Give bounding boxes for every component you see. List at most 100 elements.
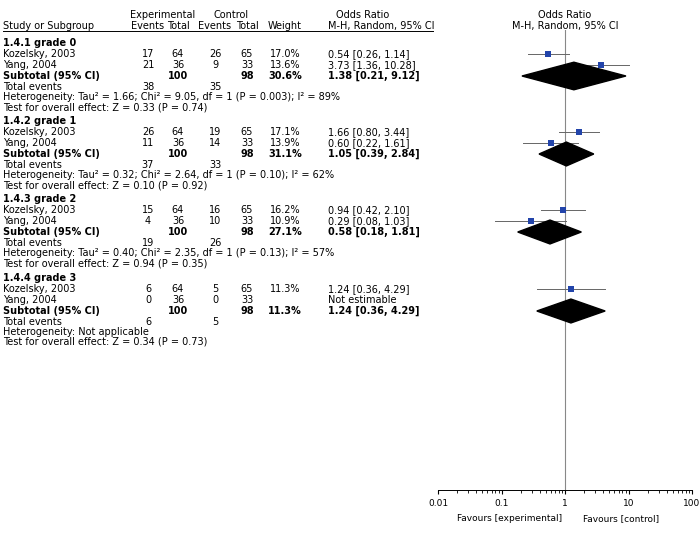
- Text: 33: 33: [241, 138, 253, 148]
- Polygon shape: [518, 220, 582, 244]
- Text: Total events: Total events: [3, 317, 62, 327]
- Text: Total events: Total events: [3, 160, 62, 170]
- Text: 13.9%: 13.9%: [270, 138, 300, 148]
- Text: 98: 98: [240, 227, 254, 237]
- Text: 17.0%: 17.0%: [270, 49, 300, 59]
- Text: Study or Subgroup: Study or Subgroup: [3, 21, 94, 31]
- Text: 33: 33: [209, 160, 221, 170]
- Text: 0.29 [0.08, 1.03]: 0.29 [0.08, 1.03]: [328, 216, 409, 226]
- Text: Yang, 2004: Yang, 2004: [3, 60, 57, 70]
- Text: 37: 37: [142, 160, 154, 170]
- Text: 6: 6: [145, 284, 151, 294]
- Text: Test for overall effect: Z = 0.10 (P = 0.92): Test for overall effect: Z = 0.10 (P = 0…: [3, 180, 207, 190]
- Text: 1.24 [0.36, 4.29]: 1.24 [0.36, 4.29]: [328, 306, 419, 316]
- Text: Favours [experimental]: Favours [experimental]: [456, 514, 561, 523]
- Text: Heterogeneity: Tau² = 1.66; Chi² = 9.05, df = 1 (P = 0.003); I² = 89%: Heterogeneity: Tau² = 1.66; Chi² = 9.05,…: [3, 92, 340, 102]
- Text: 16: 16: [209, 205, 221, 215]
- Text: 31.1%: 31.1%: [268, 149, 302, 159]
- Text: Yang, 2004: Yang, 2004: [3, 295, 57, 305]
- Text: Yang, 2004: Yang, 2004: [3, 138, 57, 148]
- Text: 27.1%: 27.1%: [268, 227, 302, 237]
- Text: 0.94 [0.42, 2.10]: 0.94 [0.42, 2.10]: [328, 205, 409, 215]
- Text: 98: 98: [240, 149, 254, 159]
- Text: Heterogeneity: Not applicable: Heterogeneity: Not applicable: [3, 327, 149, 337]
- Text: 33: 33: [241, 216, 253, 226]
- Text: 65: 65: [241, 284, 253, 294]
- Text: Odds Ratio: Odds Ratio: [337, 10, 390, 20]
- Text: 64: 64: [172, 127, 184, 137]
- Text: 0.60 [0.22, 1.61]: 0.60 [0.22, 1.61]: [328, 138, 409, 148]
- Text: Total events: Total events: [3, 238, 62, 248]
- Text: 11: 11: [142, 138, 154, 148]
- Text: 26: 26: [142, 127, 154, 137]
- Text: 65: 65: [241, 205, 253, 215]
- Polygon shape: [522, 62, 626, 90]
- Text: 14: 14: [209, 138, 221, 148]
- Text: 0: 0: [212, 295, 218, 305]
- Text: Yang, 2004: Yang, 2004: [3, 216, 57, 226]
- Text: 64: 64: [172, 205, 184, 215]
- Text: Weight: Weight: [268, 21, 302, 31]
- Text: Odds Ratio: Odds Ratio: [538, 10, 592, 20]
- Text: 3.73 [1.36, 10.28]: 3.73 [1.36, 10.28]: [328, 60, 416, 70]
- Text: 0.54 [0.26, 1.14]: 0.54 [0.26, 1.14]: [328, 49, 409, 59]
- Text: Total: Total: [167, 21, 190, 31]
- Text: 98: 98: [240, 71, 254, 81]
- Text: 11.3%: 11.3%: [268, 306, 302, 316]
- Text: 15: 15: [142, 205, 154, 215]
- Text: Test for overall effect: Z = 0.34 (P = 0.73): Test for overall effect: Z = 0.34 (P = 0…: [3, 337, 207, 347]
- Text: 26: 26: [209, 238, 221, 248]
- Polygon shape: [539, 142, 594, 166]
- Text: 30.6%: 30.6%: [268, 71, 302, 81]
- Text: 17.1%: 17.1%: [270, 127, 300, 137]
- Text: 19: 19: [142, 238, 154, 248]
- Text: Total: Total: [236, 21, 258, 31]
- Text: Heterogeneity: Tau² = 0.40; Chi² = 2.35, df = 1 (P = 0.13); I² = 57%: Heterogeneity: Tau² = 0.40; Chi² = 2.35,…: [3, 248, 335, 258]
- Text: 36: 36: [172, 60, 184, 70]
- Text: Favours [control]: Favours [control]: [583, 514, 659, 523]
- Text: 19: 19: [209, 127, 221, 137]
- Text: M-H, Random, 95% CI: M-H, Random, 95% CI: [512, 21, 618, 31]
- Text: 4: 4: [145, 216, 151, 226]
- Text: 5: 5: [212, 317, 218, 327]
- Text: 0: 0: [145, 295, 151, 305]
- Text: Subtotal (95% CI): Subtotal (95% CI): [3, 149, 100, 159]
- Text: Events: Events: [132, 21, 164, 31]
- Text: 11.3%: 11.3%: [270, 284, 300, 294]
- Text: Events: Events: [198, 21, 232, 31]
- Polygon shape: [537, 299, 606, 323]
- Text: 10: 10: [209, 216, 221, 226]
- Text: 36: 36: [172, 138, 184, 148]
- Text: 0.58 [0.18, 1.81]: 0.58 [0.18, 1.81]: [328, 227, 420, 237]
- Text: Test for overall effect: Z = 0.94 (P = 0.35): Test for overall effect: Z = 0.94 (P = 0…: [3, 258, 207, 268]
- Text: 6: 6: [145, 317, 151, 327]
- Text: Subtotal (95% CI): Subtotal (95% CI): [3, 306, 100, 316]
- Text: 1.4.2 grade 1: 1.4.2 grade 1: [3, 116, 76, 126]
- Text: 13.6%: 13.6%: [270, 60, 300, 70]
- Text: 5: 5: [212, 284, 218, 294]
- Text: 33: 33: [241, 295, 253, 305]
- Text: 64: 64: [172, 284, 184, 294]
- Text: 38: 38: [142, 82, 154, 92]
- Text: 36: 36: [172, 295, 184, 305]
- Text: 10.9%: 10.9%: [270, 216, 300, 226]
- Text: 64: 64: [172, 49, 184, 59]
- Text: Not estimable: Not estimable: [328, 295, 396, 305]
- Text: 1.38 [0.21, 9.12]: 1.38 [0.21, 9.12]: [328, 71, 419, 81]
- Text: 1.66 [0.80, 3.44]: 1.66 [0.80, 3.44]: [328, 127, 409, 137]
- Text: 26: 26: [209, 49, 221, 59]
- Text: 100: 100: [168, 149, 188, 159]
- Text: 100: 100: [168, 227, 188, 237]
- Text: 100: 100: [168, 306, 188, 316]
- Text: Experimental: Experimental: [130, 10, 195, 20]
- Text: 1.05 [0.39, 2.84]: 1.05 [0.39, 2.84]: [328, 149, 419, 159]
- Text: 17: 17: [142, 49, 154, 59]
- Text: 1.4.1 grade 0: 1.4.1 grade 0: [3, 38, 76, 48]
- Text: Total events: Total events: [3, 82, 62, 92]
- Text: Kozelsky, 2003: Kozelsky, 2003: [3, 205, 76, 215]
- Text: Test for overall effect: Z = 0.33 (P = 0.74): Test for overall effect: Z = 0.33 (P = 0…: [3, 102, 207, 112]
- Text: Kozelsky, 2003: Kozelsky, 2003: [3, 284, 76, 294]
- Text: 1.4.3 grade 2: 1.4.3 grade 2: [3, 194, 76, 204]
- Text: 33: 33: [241, 60, 253, 70]
- Text: Kozelsky, 2003: Kozelsky, 2003: [3, 49, 76, 59]
